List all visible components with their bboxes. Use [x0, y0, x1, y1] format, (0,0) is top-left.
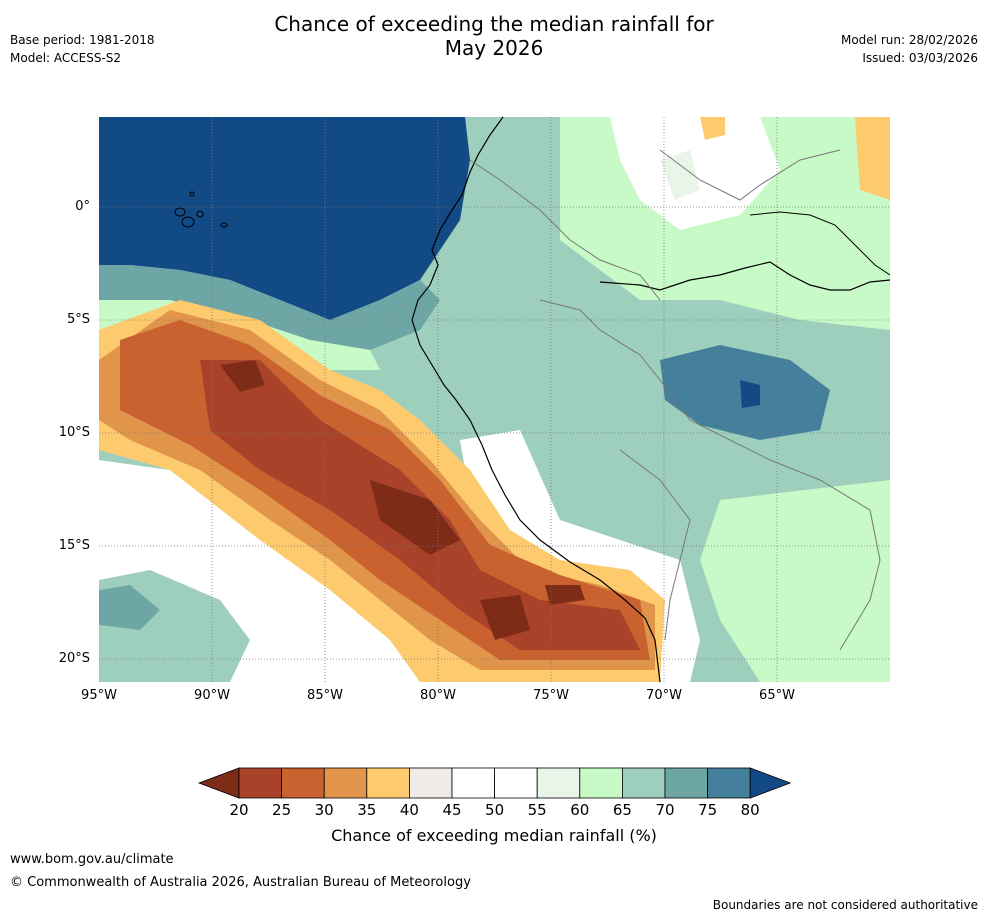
colorbar-tick-70: 70	[655, 801, 675, 819]
colorbar-label: Chance of exceeding median rainfall (%)	[331, 826, 657, 845]
lon-tick-95w: 95°W	[81, 688, 117, 703]
dry-core-4	[545, 585, 585, 605]
south-interior-green	[700, 480, 890, 682]
lat-tick-0: 0°	[75, 199, 90, 214]
model-run: Model run: 28/02/2026	[840, 33, 978, 47]
colorbar-tick-50: 50	[485, 801, 505, 819]
lon-tick-90w: 90°W	[194, 688, 230, 703]
colorbar-tick-35: 35	[357, 801, 377, 819]
amazon-coast	[599, 261, 891, 291]
lon-tick-80w: 80°W	[420, 688, 456, 703]
lon-tick-70w: 70°W	[646, 688, 682, 703]
colorbar-cell-75-80	[707, 767, 751, 799]
lon-tick-75w: 75°W	[533, 688, 569, 703]
lat-tick-5s: 5°S	[66, 312, 90, 327]
footer-copyright: © Commonwealth of Australia 2026, Austra…	[10, 875, 471, 890]
colorbar-cell-20-25	[238, 767, 282, 799]
lon-tick-85w: 85°W	[307, 688, 343, 703]
country-borders	[469, 149, 881, 651]
map-title-line2: May 2026	[444, 36, 544, 60]
footer-disclaimer: Boundaries are not considered authoritat…	[712, 898, 978, 912]
meta-left: Base period: 1981-2018 Model: ACCESS-S2	[10, 31, 155, 67]
map-field	[99, 117, 890, 682]
n-yellow-patch	[700, 117, 725, 140]
colorbar	[197, 767, 792, 799]
footer-url[interactable]: www.bom.gov.au/climate	[10, 852, 174, 867]
lat-tick-10s: 10°S	[58, 425, 90, 440]
map-title-line1: Chance of exceeding the median rainfall …	[274, 12, 714, 36]
colorbar-tick-45: 45	[442, 801, 462, 819]
colorbar-cell-55-60	[536, 767, 581, 799]
lat-tick-20s: 20°S	[58, 651, 90, 666]
ocean-blue-region	[99, 117, 470, 320]
model-name: Model: ACCESS-S2	[10, 51, 122, 65]
sw-teal-blob	[99, 585, 160, 630]
interior-deep-blue	[740, 380, 760, 408]
colorbar-cell-70-75	[664, 767, 708, 799]
colorbar-cell-60-65	[579, 767, 623, 799]
colorbar-tick-40: 40	[399, 801, 419, 819]
map-title: Chance of exceeding the median rainfall …	[0, 12, 988, 60]
colorbar-cell-65-70	[621, 767, 666, 799]
colorbar-cell-50-55	[494, 767, 538, 799]
river-north	[749, 211, 891, 276]
dry-core-1	[220, 360, 265, 392]
colorbar-tick-30: 30	[314, 801, 334, 819]
colorbar-cell-35-40	[366, 767, 410, 799]
colorbar-tick-75: 75	[698, 801, 718, 819]
gridlines	[99, 117, 890, 682]
ocean-teal-band	[99, 265, 440, 350]
colorbar-tick-60: 60	[570, 801, 590, 819]
colorbar-cell-30-35	[323, 767, 368, 799]
lon-tick-65w: 65°W	[759, 688, 795, 703]
colorbar-extend-high	[749, 767, 792, 799]
colorbar-tick-80: 80	[740, 801, 760, 819]
lat-tick-15s: 15°S	[58, 538, 90, 553]
ne-yellow-patch	[855, 117, 890, 200]
coastline	[411, 116, 661, 683]
colorbar-cells	[197, 767, 792, 799]
dry-core-3	[480, 595, 530, 640]
colorbar-cell-45-50	[451, 767, 495, 799]
issued-date: Issued: 03/03/2026	[862, 51, 978, 65]
galapagos-islands	[174, 191, 228, 228]
interior-faint-region	[660, 150, 700, 200]
meta-right: Model run: 28/02/2026 Issued: 03/03/2026	[841, 31, 978, 67]
colorbar-tick-20: 20	[229, 801, 249, 819]
colorbar-tick-25: 25	[272, 801, 292, 819]
colorbar-tick-55: 55	[527, 801, 547, 819]
colorbar-extend-low	[197, 767, 240, 799]
colorbar-tick-65: 65	[612, 801, 632, 819]
colorbar-cell-25-30	[281, 767, 325, 799]
colorbar-cell-40-45	[408, 767, 453, 799]
dry-core-2	[370, 480, 460, 555]
base-period: Base period: 1981-2018	[10, 33, 155, 47]
